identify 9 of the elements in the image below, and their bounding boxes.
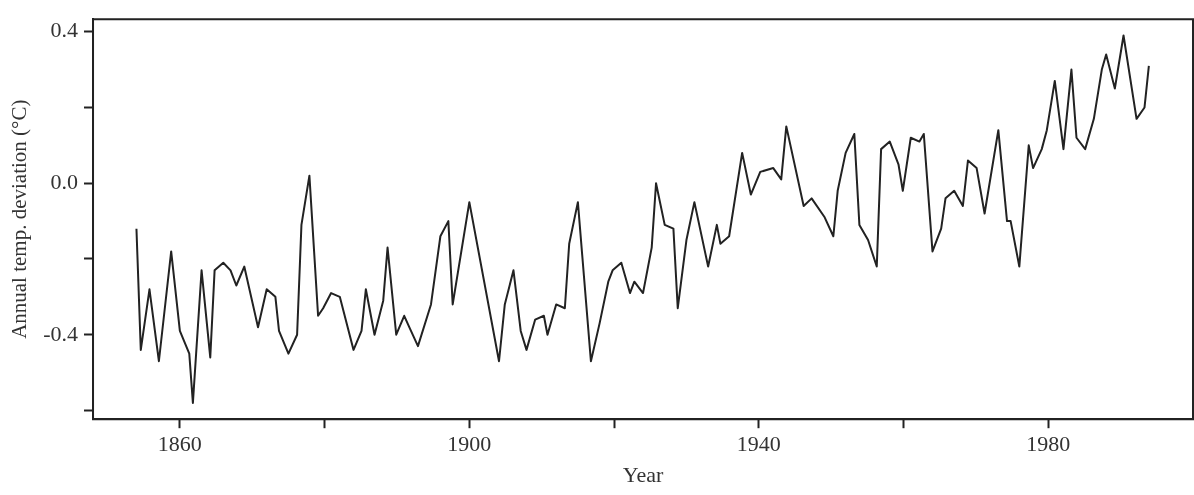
y-axis-title: Annual temp. deviation (°C) <box>7 99 32 339</box>
y-tick-label: 0.4 <box>50 17 79 43</box>
x-tick-label: 1980 <box>1026 431 1071 457</box>
x-tick-label: 1940 <box>736 431 781 457</box>
y-tick-label: 0.0 <box>50 169 79 194</box>
x-tick-label: 1860 <box>157 431 202 457</box>
x-axis-title: Year <box>622 461 664 487</box>
y-tick-label: -0.4 <box>43 320 79 346</box>
x-tick-label: 1900 <box>447 431 492 457</box>
